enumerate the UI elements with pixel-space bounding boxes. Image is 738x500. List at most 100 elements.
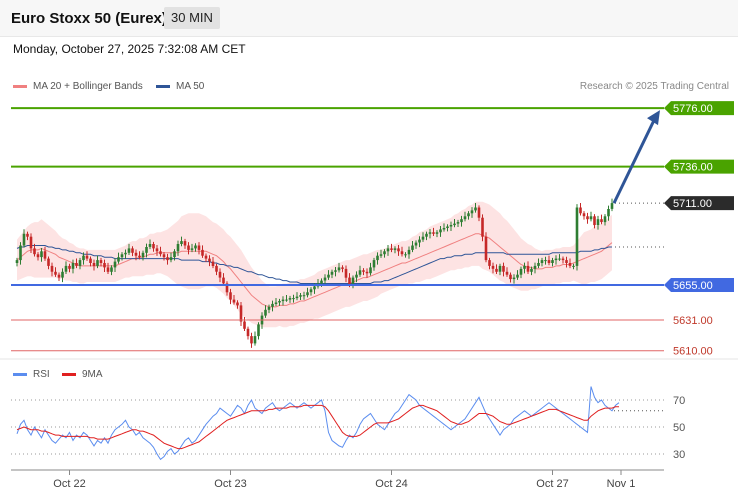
- candle-body: [148, 244, 152, 247]
- candle-body: [222, 277, 225, 284]
- rsi-level-label: 30: [673, 449, 685, 461]
- candle-body: [281, 299, 285, 302]
- candle-body: [190, 248, 194, 250]
- candle-body: [36, 254, 40, 258]
- rsi-level-label: 70: [673, 395, 685, 407]
- last-price-label: 5711.00: [673, 198, 712, 210]
- candle-body: [218, 271, 222, 278]
- candle-body: [68, 265, 71, 269]
- candle-body: [292, 298, 295, 300]
- candle-body: [488, 260, 491, 266]
- candle-body: [169, 257, 173, 261]
- candle-body: [526, 265, 530, 272]
- ma20-legend-label: MA 20 + Bollinger Bands: [33, 81, 143, 92]
- candle-body: [120, 254, 124, 258]
- candle-body: [575, 207, 579, 266]
- candle-body: [558, 258, 561, 260]
- rsi-legend-label: RSI: [33, 369, 50, 380]
- candle-body: [428, 232, 432, 234]
- candle-body: [418, 239, 421, 243]
- candle-body: [376, 255, 379, 261]
- candle-body: [610, 203, 614, 209]
- candle-body: [561, 258, 565, 261]
- candle-body: [344, 268, 348, 278]
- time-axis-label: Oct 27: [536, 478, 568, 490]
- candle-body: [71, 263, 75, 269]
- candle-body: [204, 255, 208, 259]
- candle-body: [85, 255, 89, 259]
- candle-body: [323, 277, 327, 281]
- candle-body: [106, 267, 110, 272]
- candles-group: [15, 198, 614, 348]
- candle-body: [407, 249, 411, 255]
- candle-body: [523, 265, 526, 269]
- candle-body: [173, 251, 176, 258]
- resistance-level-label: 5736.00: [673, 162, 713, 174]
- candle-body: [383, 251, 386, 255]
- candle-body: [243, 321, 246, 329]
- instrument-title: Euro Stoxx 50 (Eurex): [11, 10, 167, 27]
- candle-body: [519, 268, 523, 275]
- candle-body: [449, 225, 453, 227]
- candle-body: [330, 271, 334, 275]
- resistance-level-tag: [664, 101, 734, 116]
- candle-body: [348, 277, 351, 285]
- candle-body: [369, 267, 372, 274]
- ma20-swatch: [13, 85, 27, 88]
- forecast-arrow-head: [647, 110, 660, 126]
- candle-body: [537, 263, 540, 266]
- candle-body: [379, 254, 383, 256]
- candle-body: [113, 261, 117, 268]
- candle-body: [299, 295, 302, 297]
- time-axis-label: Oct 24: [375, 478, 407, 490]
- candle-body: [278, 301, 281, 303]
- candle-body: [131, 248, 134, 253]
- candle-body: [253, 336, 257, 344]
- candle-body: [551, 260, 554, 263]
- candle-body: [554, 258, 558, 261]
- candle-body: [250, 336, 253, 344]
- candle-body: [15, 260, 19, 263]
- candle-body: [152, 244, 155, 249]
- candle-body: [400, 251, 404, 255]
- time-axis-label: Nov 1: [607, 478, 636, 490]
- candle-body: [460, 219, 463, 223]
- candle-body: [145, 247, 148, 253]
- candle-body: [397, 248, 400, 252]
- candle-body: [411, 245, 414, 250]
- candle-body: [509, 274, 512, 280]
- candle-body: [225, 283, 229, 293]
- candle-body: [540, 260, 544, 263]
- candle-body: [491, 265, 495, 269]
- candle-body: [484, 236, 488, 261]
- candle-body: [50, 265, 54, 272]
- candle-body: [596, 219, 600, 225]
- candle-body: [572, 265, 575, 267]
- candle-body: [327, 274, 330, 278]
- candle-body: [215, 265, 218, 272]
- timeframe-badge[interactable]: 30 MIN: [164, 7, 220, 29]
- legend-ma50: MA 50: [156, 81, 204, 92]
- candle-body: [453, 223, 456, 226]
- candle-body: [295, 296, 299, 299]
- candle-body: [19, 245, 22, 261]
- candle-body: [78, 260, 82, 266]
- candle-body: [463, 216, 467, 220]
- candle-body: [320, 280, 323, 284]
- candle-body: [22, 233, 26, 246]
- resistance-level-label: 5776.00: [673, 103, 713, 115]
- chart-header: Euro Stoxx 50 (Eurex) 30 MIN: [0, 0, 738, 37]
- candle-body: [267, 306, 271, 310]
- candle-body: [306, 292, 309, 296]
- candle-body: [236, 302, 239, 306]
- candle-body: [285, 299, 288, 301]
- candle-body: [274, 302, 278, 304]
- candle-body: [477, 207, 481, 218]
- candle-body: [302, 295, 306, 297]
- candle-body: [355, 274, 358, 278]
- candle-body: [89, 258, 92, 263]
- candle-body: [565, 260, 568, 263]
- candle-body: [607, 209, 610, 217]
- candle-body: [103, 263, 106, 268]
